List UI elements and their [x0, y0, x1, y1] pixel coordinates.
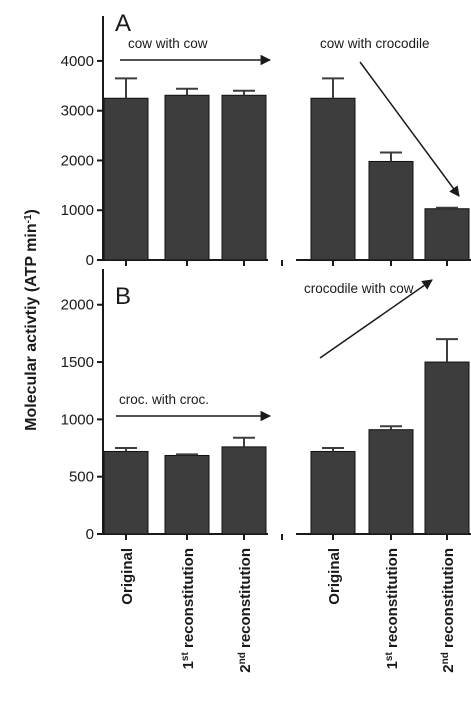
category-label-text: Original [119, 548, 136, 605]
bar [221, 446, 267, 535]
y-tick-label: 500 [69, 469, 94, 486]
category-label-num: 2 [237, 664, 254, 672]
y-axis-label-text: Molecular activtiy (ATP min [23, 223, 40, 430]
bar [310, 97, 356, 261]
category-label: Original [119, 548, 136, 605]
bar [221, 94, 267, 261]
category-label-text: reconstitution [237, 548, 254, 652]
category-label-text: reconstitution [440, 548, 457, 652]
y-tick-label: 4000 [61, 53, 94, 70]
category-label-text: reconstitution [384, 548, 401, 652]
bar [424, 208, 470, 261]
y-tick-label: 3000 [61, 103, 94, 120]
category-label-sup: nd [237, 652, 248, 664]
y-tick-label: 1500 [61, 354, 94, 371]
bar [368, 429, 414, 535]
group-annotation: cow with crocodile [320, 36, 430, 51]
y-tick-label: 2000 [61, 152, 94, 169]
y-tick-label: 1000 [61, 202, 94, 219]
panel-letter: B [115, 283, 131, 310]
category-label-num: 1 [180, 661, 197, 669]
bar [164, 94, 210, 261]
category-label: 1st reconstitution [384, 548, 402, 669]
bar [164, 454, 210, 535]
category-label: 1st reconstitution [180, 548, 198, 669]
y-tick-label: 2000 [61, 297, 94, 314]
annotation-arrow [359, 61, 460, 197]
y-tick-label: 1000 [61, 411, 94, 428]
category-label-text: Original [326, 548, 343, 605]
category-label: 2nd reconstitution [237, 548, 255, 673]
y-tick-label: 0 [86, 526, 94, 543]
category-label-sup: nd [440, 652, 451, 664]
panel-letter: A [115, 10, 131, 37]
y-axis-label: Molecular activtiy (ATP min-1) [23, 209, 41, 431]
bar [103, 97, 149, 261]
group-annotation: croc. with croc. [119, 392, 209, 407]
annotation-arrow [319, 279, 433, 359]
axis-labels: Molecular activtiy (ATP min-1)Original1s… [23, 209, 458, 673]
category-label-num: 2 [440, 664, 457, 672]
bar [310, 450, 356, 535]
y-axis-label-end: ) [23, 209, 40, 214]
group-annotation: crocodile with cow [304, 281, 414, 296]
group-annotation: cow with cow [128, 36, 208, 51]
y-axis-label-sup: -1 [23, 214, 34, 223]
y-tick-label: 0 [86, 252, 94, 269]
category-label: Original [326, 548, 343, 605]
category-label-sup: st [384, 652, 395, 662]
bar [368, 160, 414, 261]
category-label-sup: st [180, 652, 191, 662]
category-label-num: 1 [384, 661, 401, 669]
category-label: 2nd reconstitution [440, 548, 458, 673]
bar [103, 450, 149, 535]
bar [424, 361, 470, 535]
category-label-text: reconstitution [180, 548, 197, 652]
